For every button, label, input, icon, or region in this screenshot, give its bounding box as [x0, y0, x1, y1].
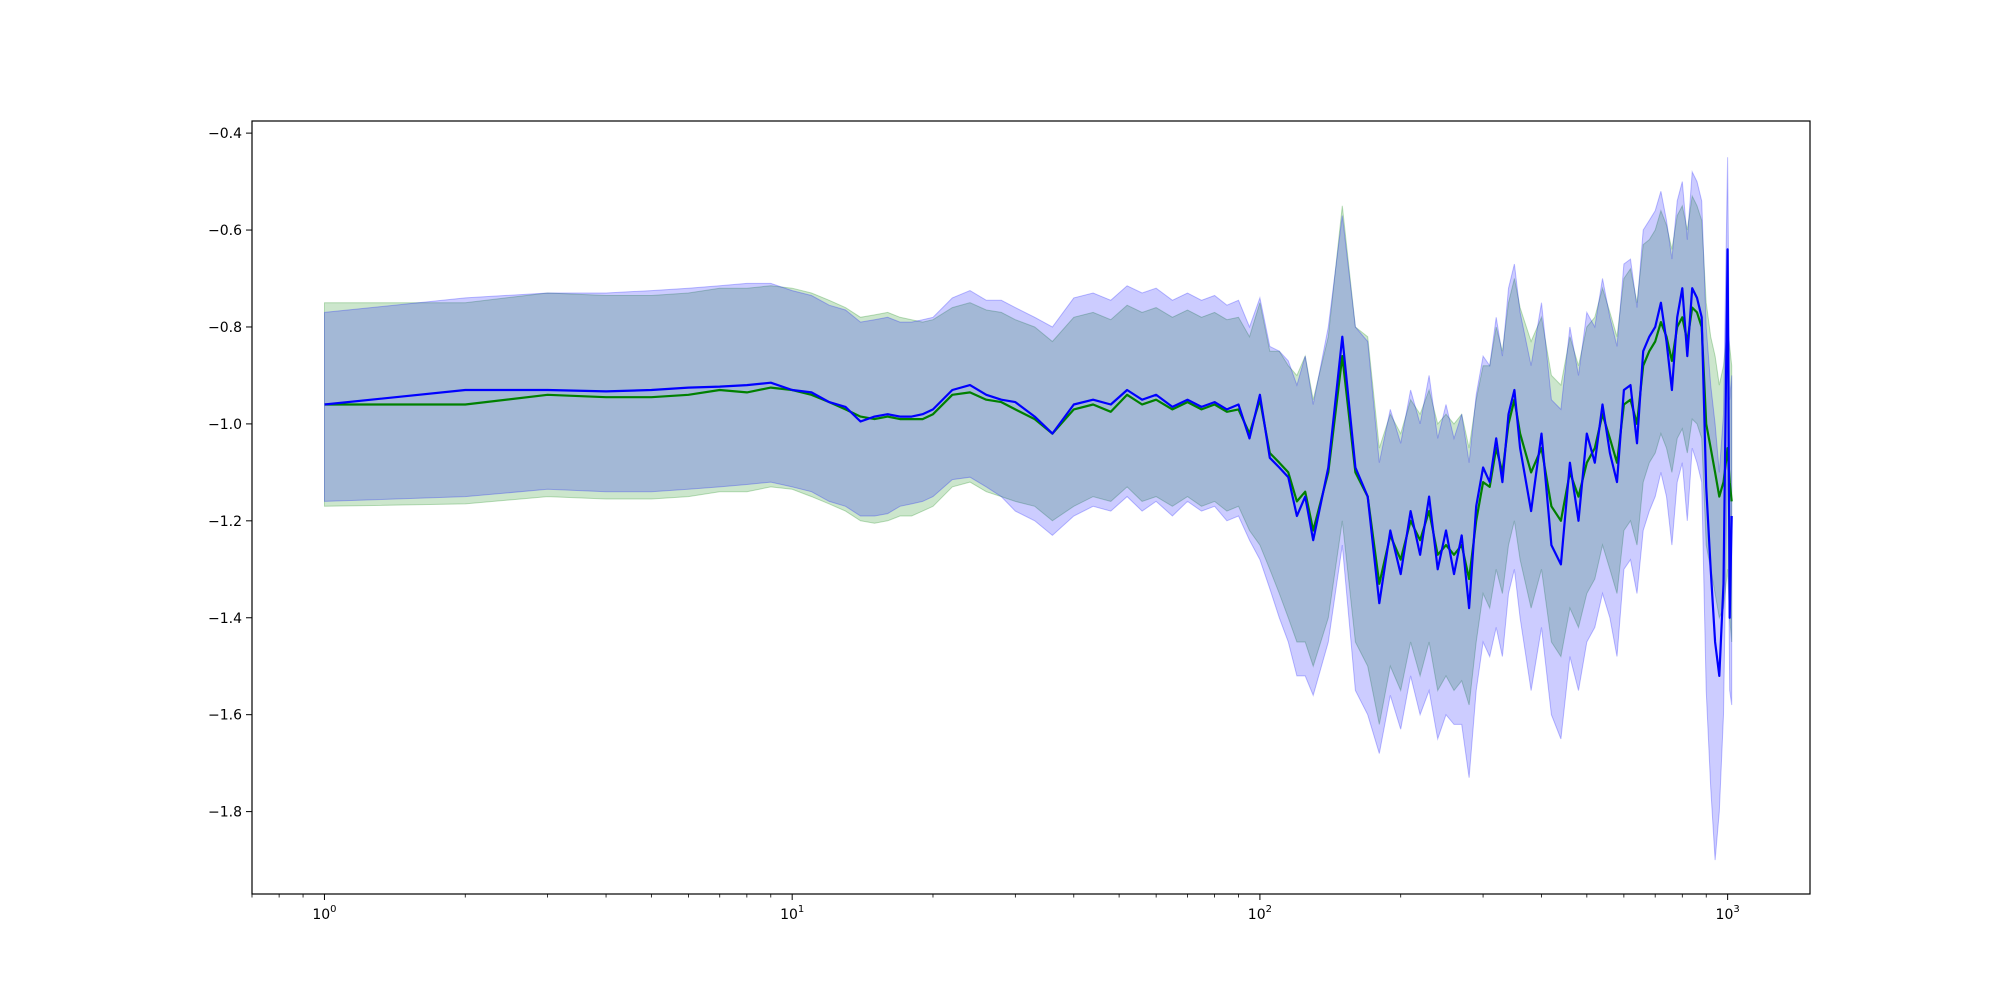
y-tick-label: −1.2 — [208, 514, 242, 530]
x-tick-label: 101 — [780, 904, 804, 923]
x-tick-label: 103 — [1716, 904, 1740, 923]
series-line-2 — [324, 248, 1733, 678]
y-tick-label: −1.8 — [208, 805, 242, 821]
band-2 — [324, 157, 1733, 861]
x-axis: 100 101 102 103 — [251, 894, 1740, 923]
y-tick-label: −1.4 — [208, 611, 242, 627]
y-axis: −0.4 −0.6 −0.8 −1.0 −1.2 −1.4 −1.6 −1.8 — [208, 126, 252, 821]
y-tick-label: −0.6 — [208, 223, 242, 239]
y-tick-label: −0.8 — [208, 320, 242, 336]
y-tick-label: −1.0 — [208, 417, 242, 433]
y-tick-label: −1.6 — [208, 708, 242, 724]
y-tick-label: −0.4 — [208, 126, 242, 142]
x-tick-label: 102 — [1248, 904, 1272, 923]
x-tick-label: 100 — [312, 904, 336, 923]
series-lines — [324, 248, 1733, 678]
plot-area-frame — [251, 120, 1811, 895]
